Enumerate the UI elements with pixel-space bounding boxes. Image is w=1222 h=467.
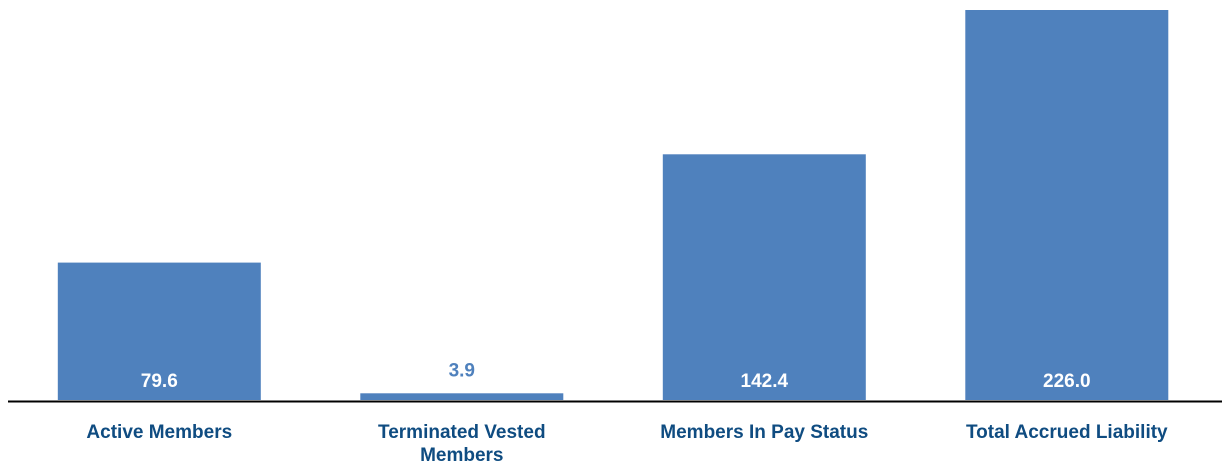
value-label: 3.9 (449, 360, 475, 381)
category-label-line: Terminated Vested (378, 422, 546, 443)
category-label-line: Active Members (86, 422, 232, 443)
bar (965, 10, 1169, 400)
category-labels-group: Active Members Terminated Vested MembersMe… (86, 422, 1168, 466)
value-labels-group: 79.6 3.9 142.4 226.0 (141, 360, 1091, 392)
bar (360, 393, 564, 400)
category-label: Terminated Vested Members (378, 422, 546, 466)
value-label: 79.6 (141, 371, 178, 392)
value-label: 226.0 (1043, 371, 1091, 392)
bar (662, 154, 866, 400)
value-label: 142.4 (741, 371, 789, 392)
category-label: Members In Pay Status (660, 422, 868, 443)
category-label: Total Accrued Liability (966, 422, 1168, 443)
category-label-line: Members (420, 445, 503, 466)
category-label-line: Members In Pay Status (660, 422, 868, 443)
category-label-line: Total Accrued Liability (966, 422, 1168, 443)
bar (57, 262, 261, 400)
bars-group (57, 10, 1169, 400)
category-label: Active Members (86, 422, 232, 443)
